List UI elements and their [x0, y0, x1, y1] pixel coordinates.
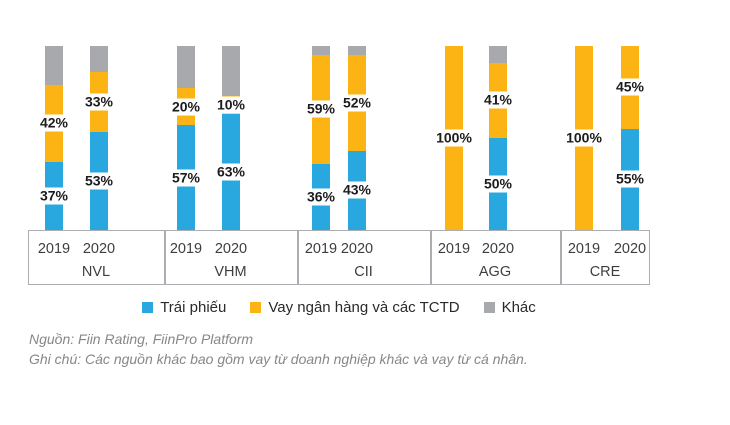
year-label-AGG-2019: 2019 — [437, 241, 471, 257]
bar-AGG-2020 — [489, 46, 507, 230]
legend-label-trai_phieu: Trái phiếu — [160, 299, 227, 316]
data-label-NVL-2020-vay_tctd: 33% — [81, 93, 117, 111]
legend-item-trai_phieu: Trái phiếu — [142, 299, 226, 316]
year-label-VHM-2019: 2019 — [169, 241, 203, 257]
year-label-CII-2019: 2019 — [304, 241, 338, 257]
company-label-VHM: VHM — [214, 264, 247, 280]
segment-khac — [90, 46, 108, 72]
legend-item-vay_tctd: Vay ngân hàng và các TCTD — [250, 299, 460, 316]
data-label-CII-2019-vay_tctd: 59% — [303, 100, 339, 118]
data-label-VHM-2019-trai_phieu: 57% — [168, 169, 204, 187]
chart-legend: Trái phiếu Vay ngân hàng và các TCTD Khác — [28, 299, 650, 316]
data-label-VHM-2019-vay_tctd: 20% — [168, 98, 204, 116]
bar-CII-2020 — [348, 46, 366, 230]
year-label-VHM-2020: 2020 — [214, 241, 248, 257]
data-label-CII-2019-trai_phieu: 36% — [303, 188, 339, 206]
data-label-NVL-2019-trai_phieu: 37% — [36, 187, 72, 205]
company-label-CRE: CRE — [589, 264, 621, 280]
bar-NVL-2020 — [90, 46, 108, 230]
legend-swatch-vay_tctd — [250, 302, 262, 313]
axis-group-divider — [164, 230, 166, 285]
data-label-NVL-2020-trai_phieu: 53% — [81, 172, 117, 190]
data-label-CRE-2019-vay_tctd: 100% — [563, 129, 605, 147]
legend-label-vay_tctd: Vay ngân hàng và các TCTD — [268, 299, 460, 316]
year-label-AGG-2020: 2020 — [481, 241, 515, 257]
segment-khac — [348, 46, 366, 56]
data-label-AGG-2019-vay_tctd: 100% — [433, 129, 475, 147]
bar-VHM-2019 — [177, 46, 195, 230]
year-label-CII-2020: 2020 — [340, 241, 374, 257]
segment-khac — [222, 46, 240, 96]
segment-khac — [45, 46, 63, 85]
segment-khac — [312, 46, 330, 56]
bar-VHM-2020 — [222, 46, 240, 230]
segment-khac — [177, 46, 195, 89]
data-label-VHM-2020-vay_tctd: 10% — [213, 96, 249, 114]
data-label-NVL-2019-vay_tctd: 42% — [36, 114, 72, 132]
year-label-CRE-2019: 2019 — [567, 241, 601, 257]
company-label-CII: CII — [354, 264, 373, 280]
data-label-AGG-2020-vay_tctd: 41% — [480, 91, 516, 109]
legend-item-khac: Khác — [483, 299, 536, 316]
axis-group-divider — [297, 230, 299, 285]
x-axis-box — [28, 230, 650, 285]
data-label-CII-2020-trai_phieu: 43% — [339, 181, 375, 199]
year-label-NVL-2020: 2020 — [82, 241, 116, 257]
legend-label-khac: Khác — [501, 299, 536, 316]
axis-group-divider — [560, 230, 562, 285]
data-label-CRE-2020-vay_tctd: 45% — [612, 78, 648, 96]
explanatory-note: Ghi chú: Các nguồn khác bao gồm vay từ d… — [29, 350, 528, 367]
legend-swatch-trai_phieu — [142, 302, 154, 313]
company-label-AGG: AGG — [478, 264, 512, 280]
segment-khac — [489, 46, 507, 63]
bar-CRE-2020 — [621, 46, 639, 230]
source-note: Nguồn: Fiin Rating, FiinPro Platform — [29, 331, 254, 347]
data-label-CII-2020-vay_tctd: 52% — [339, 94, 375, 112]
data-label-CRE-2020-trai_phieu: 55% — [612, 170, 648, 188]
footnotes: Nguồn: Fiin Rating, FiinPro Platform Ghi… — [29, 330, 528, 369]
legend-swatch-khac — [483, 302, 495, 313]
data-label-AGG-2020-trai_phieu: 50% — [480, 175, 516, 193]
year-label-CRE-2020: 2020 — [613, 241, 647, 257]
data-label-VHM-2020-trai_phieu: 63% — [213, 163, 249, 181]
company-label-NVL: NVL — [81, 264, 111, 280]
year-label-NVL-2019: 2019 — [37, 241, 71, 257]
axis-group-divider — [430, 230, 432, 285]
